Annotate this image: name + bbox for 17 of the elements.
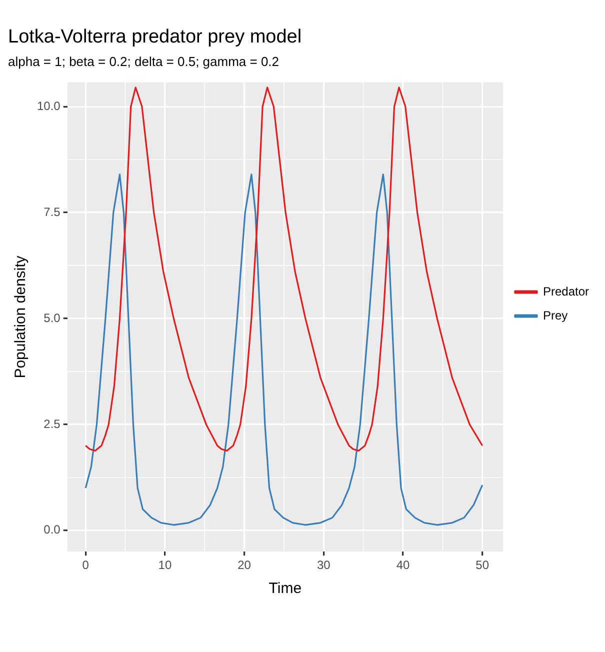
x-tick-label: 30: [316, 558, 331, 572]
y-tick-label: 5.0: [44, 310, 61, 325]
x-axis-title: Time: [268, 580, 302, 598]
legend-label: Predator: [542, 284, 590, 298]
chart-subtitle: alpha = 1; beta = 0.2; delta = 0.5; gamma = 0.2: [8, 54, 280, 70]
y-tick-label: 2.5: [44, 416, 61, 431]
y-tick-label: 7.5: [44, 204, 61, 219]
y-tick-label: 0.0: [44, 522, 61, 537]
x-tick-label: 0: [82, 558, 90, 572]
legend-label: Prey: [542, 308, 568, 322]
y-axis-title: Population density: [12, 255, 30, 378]
x-tick-label: 20: [238, 558, 252, 572]
x-tick-label: 40: [396, 558, 410, 572]
x-tick-label: 10: [158, 558, 172, 572]
y-tick-label: 10.0: [36, 98, 61, 113]
chart-title: Lotka-Volterra predator prey model: [8, 26, 302, 48]
x-tick-label: 50: [476, 558, 490, 572]
